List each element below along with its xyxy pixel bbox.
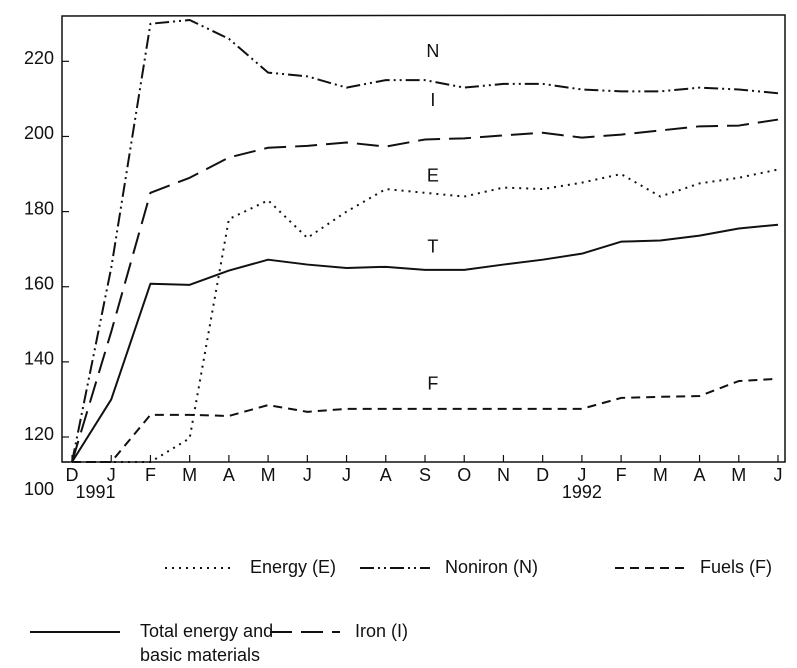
legend-label: Total energy and xyxy=(140,621,273,641)
year-label: 1992 xyxy=(562,482,602,502)
series-tag: I xyxy=(430,90,435,110)
legend-label: Fuels (F) xyxy=(700,557,772,577)
y-tick-label: 220 xyxy=(24,48,54,68)
x-tick-label: O xyxy=(457,465,471,485)
x-tick-label: J xyxy=(342,465,351,485)
series-tag: N xyxy=(426,41,439,61)
y-tick-label: 120 xyxy=(24,424,54,444)
plot-frame xyxy=(61,14,786,463)
x-tick-label: J xyxy=(577,465,586,485)
legend-label: basic materials xyxy=(140,645,260,665)
series-tag: F xyxy=(427,374,438,394)
y-tick-label: 200 xyxy=(24,123,54,143)
x-tick-label: J xyxy=(303,465,312,485)
y-tick-label: 100 xyxy=(24,479,54,499)
x-tick-label: M xyxy=(182,465,197,485)
x-tick-label: S xyxy=(419,465,431,485)
x-tick-label: A xyxy=(694,465,706,485)
series-line xyxy=(72,377,779,463)
y-tick-label: 140 xyxy=(24,349,54,369)
series-tag: E xyxy=(427,166,439,186)
x-tick-label: F xyxy=(145,465,156,485)
y-tick-label: 180 xyxy=(24,198,54,218)
legend-label: Energy (E) xyxy=(250,557,336,577)
x-tick-label: M xyxy=(653,465,668,485)
y-tick-label: 160 xyxy=(24,273,54,293)
x-tick-label: N xyxy=(497,465,510,485)
series-line xyxy=(72,168,779,463)
x-tick-label: D xyxy=(536,465,549,485)
x-tick-label: F xyxy=(616,465,627,485)
series-line xyxy=(71,118,779,463)
legend-label: Noniron (N) xyxy=(445,557,538,577)
x-tick-label: A xyxy=(380,465,392,485)
x-tick-label: J xyxy=(774,465,783,485)
year-label: 1991 xyxy=(76,482,116,502)
x-tick-label: A xyxy=(223,465,235,485)
x-tick-label: M xyxy=(731,465,746,485)
series-line xyxy=(71,223,779,463)
legend-label: Iron (I) xyxy=(355,621,408,641)
x-tick-label: M xyxy=(261,465,276,485)
series-line xyxy=(71,19,779,463)
series-tag: T xyxy=(427,237,438,257)
x-tick-label: D xyxy=(66,465,79,485)
x-tick-label: J xyxy=(107,465,116,485)
